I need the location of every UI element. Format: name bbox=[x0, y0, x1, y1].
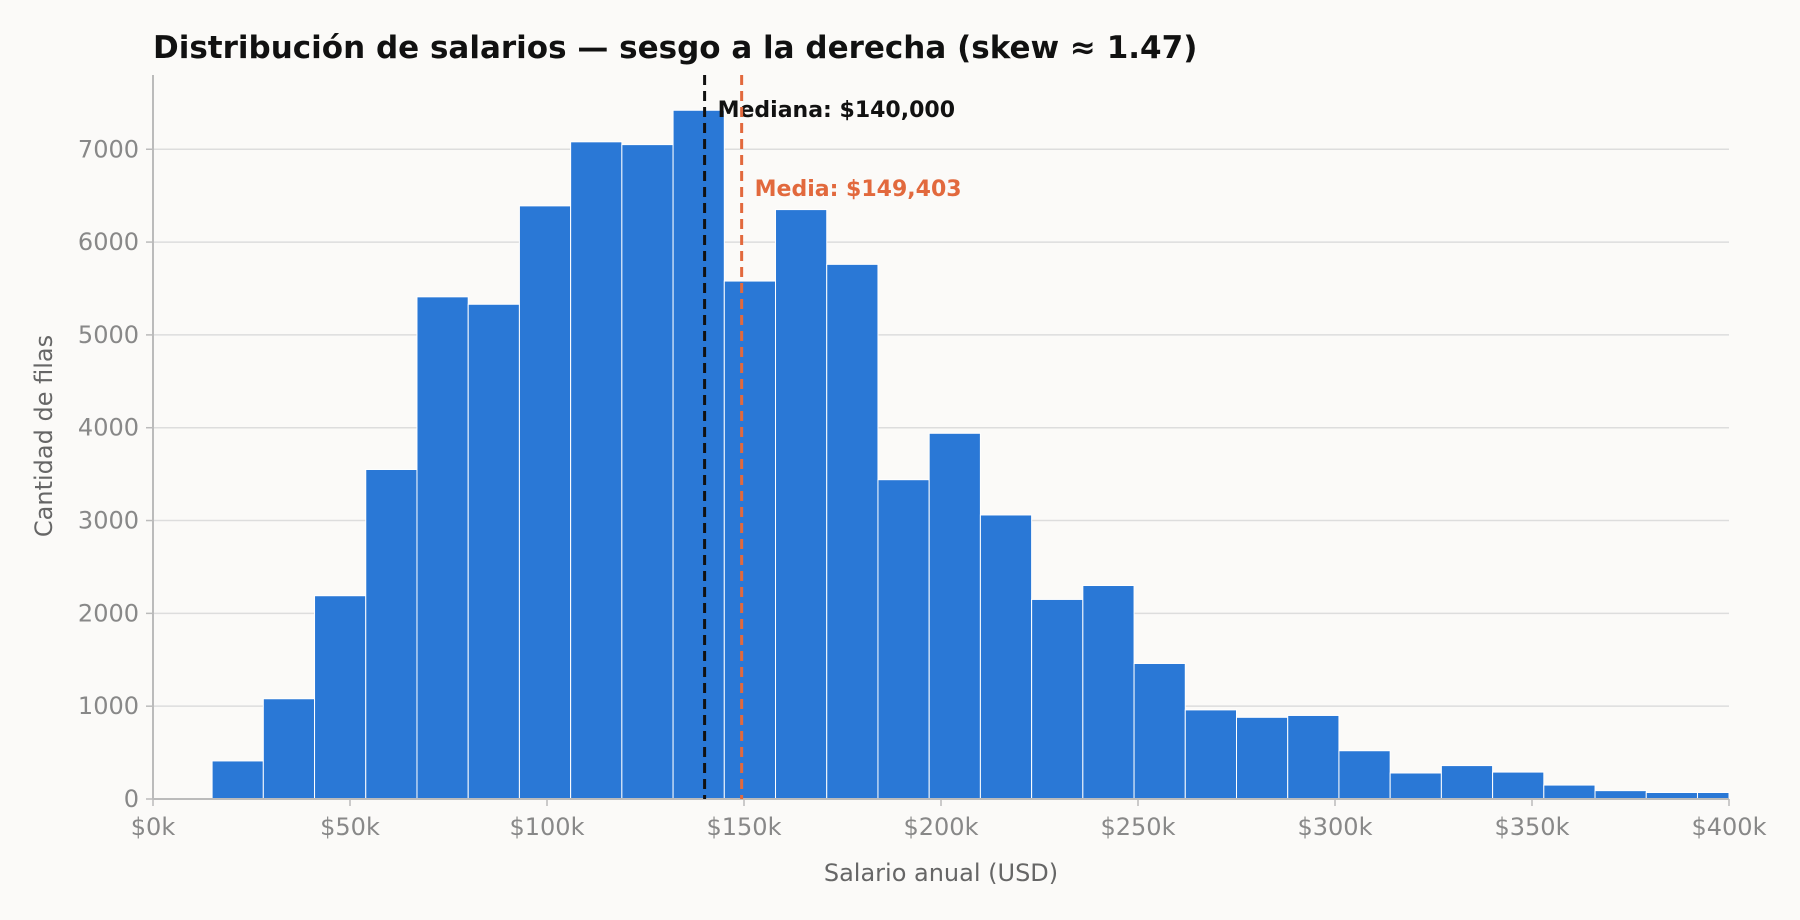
y-axis-label: Cantidad de filas bbox=[30, 335, 58, 537]
histogram-bar bbox=[467, 303, 520, 800]
y-tick-labels: 0 1000 2000 3000 4000 5000 6000 7000 bbox=[78, 135, 153, 813]
histogram-bar bbox=[314, 595, 367, 800]
x-axis-label: Salario anual (USD) bbox=[824, 859, 1058, 887]
histogram-bar bbox=[1338, 750, 1391, 800]
mean-label: Media: $149,403 bbox=[755, 177, 962, 202]
histogram-bar bbox=[211, 760, 264, 800]
y-tick-label: 2000 bbox=[78, 599, 139, 627]
histogram-bar bbox=[1082, 585, 1135, 800]
histogram-bar bbox=[262, 698, 316, 800]
x-tick-label: $150k bbox=[707, 813, 782, 841]
y-tick-label: 7000 bbox=[78, 135, 139, 163]
y-tick-label: 0 bbox=[124, 785, 139, 813]
x-tick-label: $400k bbox=[1692, 813, 1767, 841]
histogram-bar bbox=[1236, 716, 1289, 800]
y-tick-label: 3000 bbox=[78, 507, 139, 535]
histogram-bar bbox=[570, 141, 623, 800]
histogram-bar bbox=[1184, 709, 1238, 800]
x-tick-label: $300k bbox=[1298, 813, 1373, 841]
chart-title: Distribución de salarios — sesgo a la de… bbox=[153, 30, 1197, 66]
histogram-bar bbox=[1543, 784, 1596, 800]
y-tick-label: 6000 bbox=[78, 228, 139, 256]
y-tick-label: 1000 bbox=[78, 692, 139, 720]
histogram-bar bbox=[365, 468, 418, 800]
histogram-bar bbox=[621, 144, 674, 800]
reference-lines: Mediana: $140,000 Media: $149,403 bbox=[703, 75, 962, 799]
histogram-bars bbox=[211, 109, 1730, 800]
histogram-bar bbox=[723, 280, 777, 800]
histogram-bar bbox=[877, 479, 930, 800]
histogram-bar bbox=[416, 296, 469, 800]
histogram-bar bbox=[1133, 662, 1186, 800]
histogram-bar bbox=[775, 209, 828, 800]
x-tick-labels: $0k $50k $100k $150k $200k $250k $300k $350k $40… bbox=[131, 799, 1767, 841]
histogram-bar bbox=[1287, 714, 1340, 800]
histogram-bar bbox=[826, 263, 879, 800]
histogram-bar bbox=[1594, 790, 1647, 800]
x-tick-label: $100k bbox=[510, 813, 585, 841]
histogram-bar bbox=[1031, 598, 1084, 800]
x-tick-label: $250k bbox=[1101, 813, 1176, 841]
histogram-bar bbox=[1440, 765, 1494, 800]
histogram-bar bbox=[518, 205, 572, 800]
x-tick-label: $50k bbox=[320, 813, 380, 841]
median-label: Mediana: $140,000 bbox=[718, 98, 955, 123]
y-tick-label: 5000 bbox=[78, 321, 139, 349]
histogram-bar bbox=[979, 514, 1033, 800]
histogram-bar bbox=[928, 432, 981, 800]
histogram-bar bbox=[672, 109, 725, 800]
x-tick-label: $200k bbox=[904, 813, 979, 841]
histogram-bar bbox=[1389, 772, 1442, 800]
x-tick-label: $350k bbox=[1495, 813, 1570, 841]
histogram-bar bbox=[1492, 771, 1545, 800]
x-tick-label: $0k bbox=[131, 813, 176, 841]
y-tick-label: 4000 bbox=[78, 414, 139, 442]
